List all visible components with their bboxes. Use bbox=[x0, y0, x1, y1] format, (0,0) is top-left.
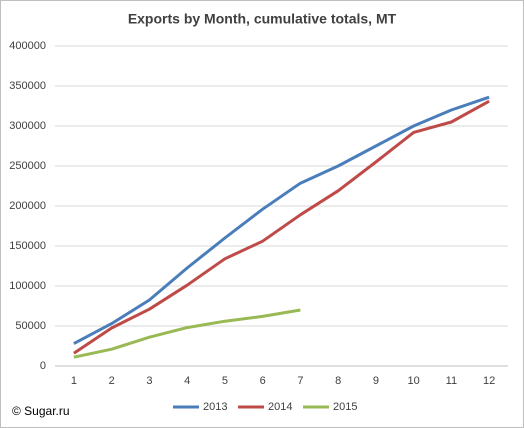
x-tick-label: 12 bbox=[483, 375, 495, 387]
series-line bbox=[73, 308, 301, 359]
legend-label: 2014 bbox=[268, 401, 292, 413]
x-tick-label: 10 bbox=[408, 375, 420, 387]
x-tick-label: 9 bbox=[373, 375, 379, 387]
y-tick-label: 200000 bbox=[9, 200, 46, 212]
x-tick-label: 8 bbox=[335, 375, 341, 387]
y-tick-label: 300000 bbox=[9, 120, 46, 132]
y-tick-label: 250000 bbox=[9, 160, 46, 172]
legend-label: 2015 bbox=[333, 401, 357, 413]
x-tick-label: 4 bbox=[184, 375, 190, 387]
y-tick-label: 0 bbox=[40, 360, 46, 372]
y-tick-label: 400000 bbox=[9, 40, 46, 52]
y-tick-label: 150000 bbox=[9, 240, 46, 252]
x-tick-label: 11 bbox=[446, 375, 457, 387]
series-line bbox=[73, 99, 490, 355]
source: © Sugar.ru bbox=[12, 404, 70, 418]
chart-title: Exports by Month, cumulative totals, MT bbox=[128, 11, 397, 27]
x-tick-label: 1 bbox=[71, 375, 77, 387]
x-tick-label: 2 bbox=[109, 375, 115, 387]
y-tick-label: 100000 bbox=[9, 280, 46, 292]
series-line bbox=[73, 95, 490, 345]
x-tick-label: 7 bbox=[297, 375, 303, 387]
x-tick-label: 3 bbox=[146, 375, 152, 387]
y-tick-label: 350000 bbox=[9, 80, 46, 92]
legend-label: 2013 bbox=[203, 401, 227, 413]
x-tick-label: 6 bbox=[260, 375, 266, 387]
y-tick-label: 50000 bbox=[15, 320, 46, 332]
x-tick-label: 5 bbox=[222, 375, 228, 387]
